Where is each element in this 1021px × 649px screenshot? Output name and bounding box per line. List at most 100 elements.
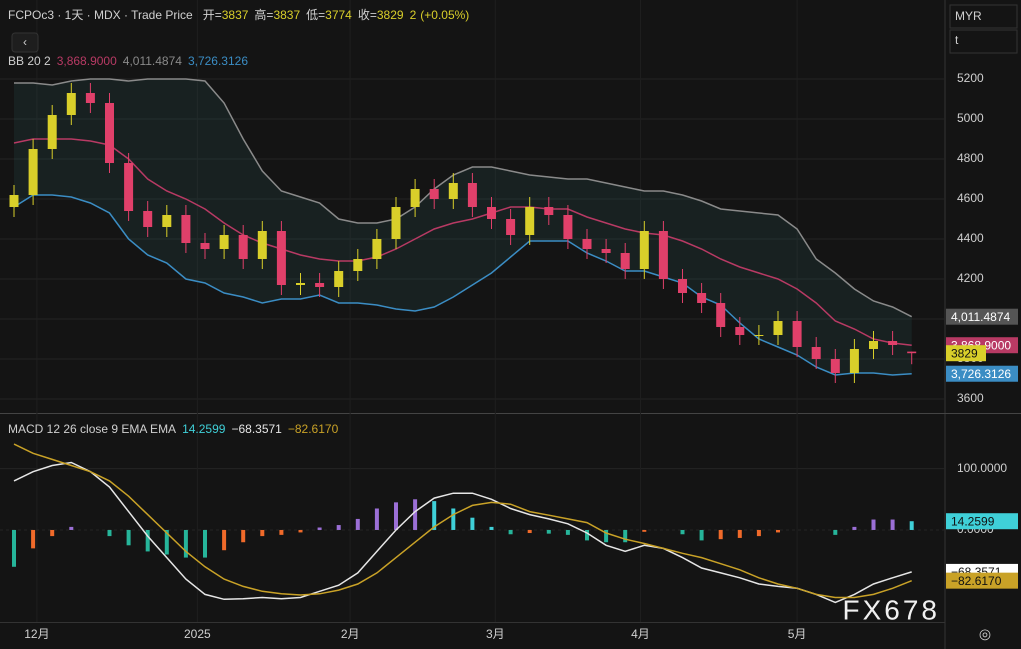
histogram-bar: [852, 527, 856, 530]
price-tag-label: 14.2599: [951, 514, 995, 528]
candle-body: [831, 359, 840, 373]
candle-body: [602, 249, 611, 253]
candle-body: [697, 293, 706, 303]
macd-legend: MACD 12 26 close 9 EMA EMA14.2599−68.357…: [8, 422, 339, 436]
histogram-bar: [127, 530, 131, 545]
histogram-bar: [757, 530, 761, 536]
interval-box[interactable]: [950, 30, 1017, 53]
histogram-bar: [12, 530, 16, 567]
price-tag-label: −82.6170: [951, 574, 1002, 588]
x-tick-label: 3月: [486, 627, 505, 641]
quote-value: 3837: [222, 8, 249, 22]
x-tick-label: 2月: [341, 627, 360, 641]
candle-body: [10, 195, 19, 207]
x-tick-label: 4月: [631, 627, 650, 641]
histogram-bar: [108, 530, 112, 536]
histogram-bar: [203, 530, 207, 558]
candle-body: [124, 163, 133, 211]
candle-body: [468, 183, 477, 207]
candle-body: [735, 327, 744, 335]
price-tag-label: 3,726.3126: [951, 367, 1011, 381]
bb-title: BB 20 2: [8, 54, 51, 68]
candle-body: [888, 341, 897, 345]
histogram-bar: [642, 530, 646, 532]
histogram-bar: [891, 520, 895, 530]
histogram-bar: [413, 499, 417, 530]
candle-body: [869, 341, 878, 349]
candle-body: [449, 183, 458, 199]
y-tick-label: 3600: [957, 391, 984, 405]
back-icon[interactable]: ‹: [23, 35, 27, 49]
histogram-bar: [719, 530, 723, 539]
histogram-bar: [528, 530, 532, 533]
candle-body: [181, 215, 190, 243]
candle-body: [29, 149, 38, 195]
candle-body: [487, 207, 496, 219]
x-tick-label: 2025: [184, 627, 211, 641]
histogram-bar: [547, 530, 551, 534]
candle-body: [105, 103, 114, 163]
histogram-bar: [451, 508, 455, 529]
quote-label: 收=: [358, 8, 377, 22]
histogram-bar: [31, 530, 35, 548]
candle-body: [678, 279, 687, 293]
histogram-bar: [50, 530, 54, 536]
currency[interactable]: MYR: [955, 9, 982, 23]
candle-body: [754, 335, 763, 336]
legend-value: 3,726.3126: [188, 54, 248, 68]
histogram-bar: [738, 530, 742, 538]
legend-value: 3,868.9000: [57, 54, 117, 68]
header: FCPOc3 · 1天 · MDX · Trade Price开=3837高=3…: [8, 7, 469, 22]
watermark: FX678: [843, 594, 941, 625]
y-tick-label: 100.0000: [957, 461, 1007, 475]
candle-body: [525, 207, 534, 235]
histogram-bar: [509, 530, 513, 534]
candle-body: [372, 239, 381, 259]
candle-body: [793, 321, 802, 347]
quote-value: 3837: [273, 8, 300, 22]
candle-body: [506, 219, 515, 235]
candle-body: [640, 231, 649, 269]
candle-body: [583, 239, 592, 249]
change: 2: [410, 8, 417, 22]
candle-body: [353, 259, 362, 271]
candle-body: [220, 235, 229, 249]
quote-label: 高=: [254, 7, 273, 22]
candle-body: [239, 235, 248, 259]
histogram-bar: [279, 530, 283, 535]
histogram-bar: [260, 530, 264, 536]
macd-title: MACD 12 26 close 9 EMA EMA: [8, 422, 176, 436]
histogram-bar: [470, 518, 474, 530]
candle-body: [716, 303, 725, 327]
histogram-bar: [69, 527, 73, 530]
histogram-bar: [356, 519, 360, 530]
candle-body: [907, 352, 916, 354]
histogram-bar: [681, 530, 685, 534]
histogram-bar: [337, 525, 341, 530]
candle-body: [850, 349, 859, 373]
candle-body: [621, 253, 630, 269]
histogram-bar: [623, 530, 627, 542]
histogram-bar: [910, 521, 914, 530]
histogram-bar: [776, 530, 780, 532]
quote-label: 低=: [306, 8, 325, 22]
bb-legend: BB 20 23,868.90004,011.48743,726.3126: [8, 54, 248, 68]
candle-body: [48, 115, 57, 149]
candle-body: [201, 243, 210, 249]
histogram-bar: [700, 530, 704, 540]
histogram-bar: [490, 527, 494, 530]
histogram-bar: [318, 528, 322, 530]
symbol-title: FCPOc3 · 1天 · MDX · Trade Price: [8, 8, 193, 22]
histogram-bar: [872, 520, 876, 530]
histogram-bar: [394, 502, 398, 530]
x-tick-label: 12月: [24, 627, 49, 641]
price-tag-label: 3829: [951, 346, 978, 360]
y-tick-label: 4200: [957, 271, 984, 285]
y-tick-label: 4400: [957, 231, 984, 245]
y-tick-label: 4600: [957, 191, 984, 205]
legend-value: 14.2599: [182, 422, 226, 436]
quote-label: 开=: [203, 8, 222, 22]
y-tick-label: 4800: [957, 151, 984, 165]
settings-icon[interactable]: ◎: [979, 626, 991, 642]
